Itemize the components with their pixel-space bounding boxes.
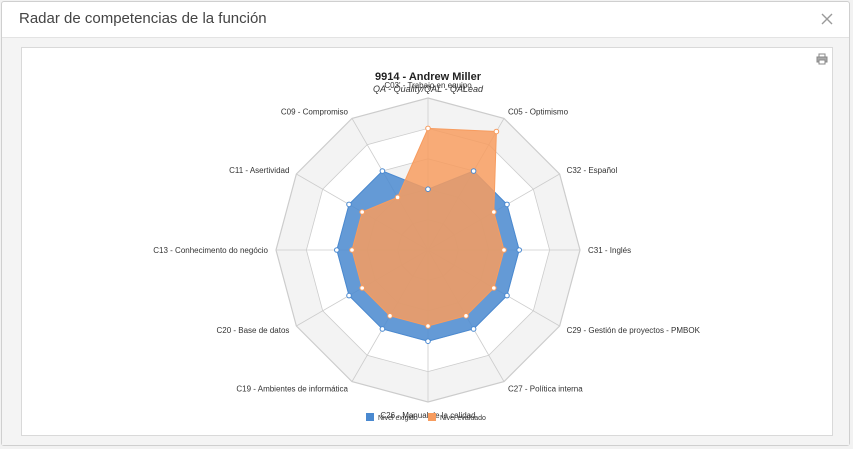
data-point[interactable]	[359, 209, 365, 215]
data-point[interactable]	[425, 125, 431, 132]
data-point[interactable]	[463, 313, 469, 319]
close-icon[interactable]	[819, 11, 835, 27]
data-point[interactable]	[425, 186, 431, 192]
data-point[interactable]	[491, 209, 497, 215]
category-label: C32 - Español	[567, 166, 618, 175]
chart-panel: 9914 - Andrew Miller QA - Quality/QAL - …	[21, 47, 833, 436]
category-label: C20 - Base de datos	[216, 326, 289, 335]
data-point[interactable]	[346, 292, 352, 299]
category-label: C19 - Ambientes de informática	[236, 385, 348, 394]
category-label: C13 - Conhecimento do negócio	[153, 246, 268, 255]
category-label: C05 - Optimismo	[508, 107, 569, 116]
data-point[interactable]	[491, 285, 497, 291]
data-point[interactable]	[425, 323, 431, 329]
data-point[interactable]	[349, 247, 355, 253]
data-point[interactable]	[346, 201, 352, 208]
data-point[interactable]	[394, 194, 401, 201]
radar-series	[334, 125, 523, 345]
data-point[interactable]	[359, 285, 365, 291]
category-label: C31 - Inglés	[588, 246, 631, 255]
category-label: C11 - Asertividad	[229, 166, 289, 175]
data-point[interactable]	[425, 338, 431, 345]
data-point[interactable]	[379, 326, 386, 332]
modal-body: 9914 - Andrew Miller QA - Quality/QAL - …	[2, 38, 849, 445]
modal-title: Radar de competencias de la función	[19, 10, 267, 27]
category-label: C27 - Política interna	[508, 385, 583, 394]
legend-swatch	[366, 413, 374, 421]
radar-chart: 9914 - Andrew Miller QA - Quality/QAL - …	[153, 71, 701, 422]
legend-label[interactable]: Nivel exigido	[378, 415, 418, 422]
legend-swatch	[428, 413, 436, 421]
data-point[interactable]	[504, 292, 510, 299]
legend-label[interactable]: Nivel evaluado	[440, 415, 486, 422]
data-point[interactable]	[501, 247, 507, 253]
data-point[interactable]	[516, 247, 523, 253]
chart-subtitle: QA - Quality/QAL - QALead	[373, 84, 484, 94]
chart-title: 9914 - Andrew Miller	[375, 71, 482, 83]
category-label: C29 - Gestión de proyectos - PMBOK	[567, 326, 701, 335]
category-label: C03' - Trabajo en equipo	[384, 81, 472, 90]
data-point[interactable]	[379, 168, 386, 174]
data-point[interactable]	[470, 326, 477, 332]
data-point[interactable]	[493, 128, 500, 135]
category-label: C09 - Compromiso	[281, 107, 349, 116]
modal-header: Radar de competencias de la función	[2, 2, 849, 38]
data-point[interactable]	[504, 201, 510, 208]
data-point[interactable]	[334, 247, 340, 253]
print-icon[interactable]	[816, 52, 828, 65]
chart-legend: Nivel exigido Nivel evaluado	[366, 413, 486, 422]
data-point[interactable]	[470, 168, 477, 174]
data-point[interactable]	[387, 313, 393, 319]
